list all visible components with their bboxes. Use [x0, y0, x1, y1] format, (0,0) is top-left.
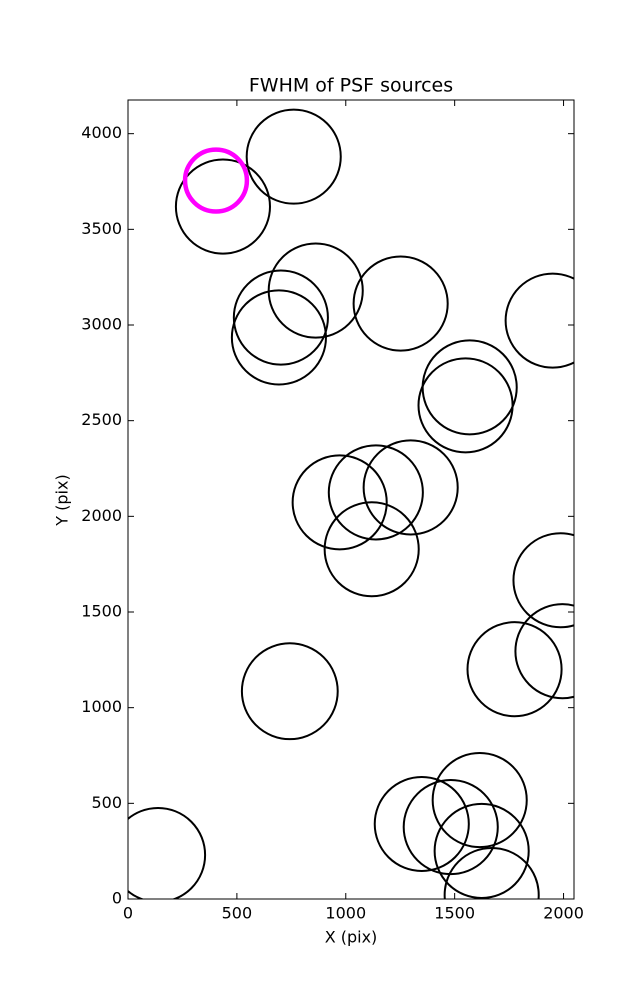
- y-tick-label: 3500: [81, 219, 122, 238]
- source-circle: [417, 357, 514, 454]
- y-tick-label: 1000: [81, 697, 122, 716]
- source-circle: [433, 802, 530, 899]
- source-circle: [504, 272, 574, 369]
- source-circle: [373, 775, 470, 873]
- y-tick-label: 1500: [81, 602, 122, 621]
- source-circle: [240, 642, 339, 741]
- source-circle: [128, 806, 207, 899]
- x-axis-label: X (pix): [325, 928, 378, 947]
- source-circle: [232, 269, 329, 366]
- y-tick-label: 3000: [81, 315, 122, 334]
- source-circle: [362, 439, 459, 536]
- y-tick-label: 2000: [81, 506, 122, 525]
- y-tick-label: 2500: [81, 410, 122, 429]
- source-circle: [352, 255, 449, 352]
- source-circle: [291, 454, 388, 551]
- y-tick-label: 0: [112, 889, 122, 908]
- source-circle: [514, 603, 574, 700]
- chart-title: FWHM of PSF sources: [249, 75, 453, 97]
- x-tick-label: 1000: [325, 904, 366, 923]
- x-tick-label: 1500: [434, 904, 475, 923]
- plot-frame: [127, 99, 575, 900]
- y-tick-label: 500: [91, 793, 122, 812]
- source-circle: [230, 289, 327, 386]
- source-circle: [466, 621, 563, 718]
- y-axis-label: Y (pix): [53, 474, 72, 526]
- source-circle: [174, 158, 271, 255]
- source-circle: [327, 444, 424, 541]
- x-tick-label: 0: [123, 904, 133, 923]
- source-circle: [443, 846, 540, 899]
- x-tick-label: 2000: [543, 904, 584, 923]
- source-circle: [431, 752, 528, 849]
- source-circle: [402, 779, 499, 876]
- source-circle: [245, 108, 342, 205]
- x-tick-label: 500: [222, 904, 253, 923]
- y-tick-label: 4000: [81, 123, 122, 142]
- source-circle: [512, 532, 574, 629]
- plot-marks: [128, 108, 574, 899]
- source-circle: [182, 147, 250, 214]
- source-circle: [323, 501, 420, 598]
